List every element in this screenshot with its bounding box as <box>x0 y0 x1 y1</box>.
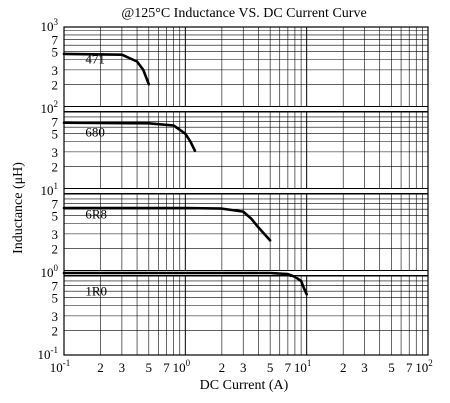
x-tick-label: 5 <box>267 360 274 375</box>
decade-bands <box>63 106 429 276</box>
series-line-1R0 <box>62 271 308 296</box>
series-line-6R8 <box>62 206 272 242</box>
decade-band <box>63 106 429 112</box>
x-tick-label: 3 <box>119 360 126 375</box>
chart-title: @125°C Inductance VS. DC Current Curve <box>121 6 366 21</box>
x-tick-label: 100 <box>173 358 191 375</box>
y-tick-label: 5 <box>52 45 59 60</box>
x-tick-label: 3 <box>361 360 368 375</box>
y-tick-label: 3 <box>52 145 59 160</box>
y-tick-label: 10-1 <box>38 345 59 362</box>
y-tick-label: 5 <box>52 127 59 142</box>
x-tick-label: 7 <box>163 360 170 375</box>
y-tick-label: 2 <box>52 241 59 256</box>
x-tick-label: 2 <box>97 360 104 375</box>
y-tick-label: 7 <box>52 115 59 130</box>
x-tick-label: 5 <box>388 360 395 375</box>
y-tick-label: 7 <box>52 33 59 48</box>
plot-frame <box>63 26 429 356</box>
y-tick-label: 5 <box>52 209 59 224</box>
y-tick-label: 2 <box>52 323 59 338</box>
series-label-1R0: 1R0 <box>85 284 107 299</box>
y-tick-label: 5 <box>52 291 59 306</box>
series-line-471 <box>62 52 151 86</box>
series-label-6R8: 6R8 <box>85 207 107 222</box>
y-tick-label: 3 <box>52 309 59 324</box>
x-tick-label: 5 <box>146 360 153 375</box>
y-tick-label: 2 <box>52 159 59 174</box>
x-tick-label: 101 <box>294 358 312 375</box>
y-tick-label: 7 <box>52 197 59 212</box>
y-axis-title: Inductance (μH) <box>11 162 26 254</box>
x-tick-labels: 10-1 2 3 5 7 100 2 3 5 7 101 2 3 5 7 102 <box>50 358 433 375</box>
x-tick-label: 10-1 <box>50 358 71 375</box>
x-tick-label: 7 <box>285 360 292 375</box>
x-tick-label: 2 <box>340 360 347 375</box>
series-label-680: 680 <box>85 125 105 140</box>
y-tick-label: 101 <box>41 181 59 198</box>
x-tick-label: 7 <box>406 360 413 375</box>
x-tick-label: 102 <box>415 358 433 375</box>
y-tick-label: 103 <box>41 17 59 34</box>
y-tick-label: 3 <box>52 63 59 78</box>
x-tick-label: 3 <box>240 360 247 375</box>
x-axis-title: DC Current (A) <box>200 378 289 393</box>
y-tick-label: 7 <box>52 279 59 294</box>
series-line-680 <box>62 121 197 152</box>
series-label-471: 471 <box>85 51 105 66</box>
y-tick-label: 2 <box>52 77 59 92</box>
x-tick-label: 2 <box>219 360 226 375</box>
y-tick-label: 102 <box>41 99 59 116</box>
decade-band <box>63 188 429 194</box>
y-tick-label: 100 <box>41 263 59 280</box>
series-layer: 471 680 6R8 1R0 <box>62 51 308 299</box>
y-tick-label: 3 <box>52 227 59 242</box>
